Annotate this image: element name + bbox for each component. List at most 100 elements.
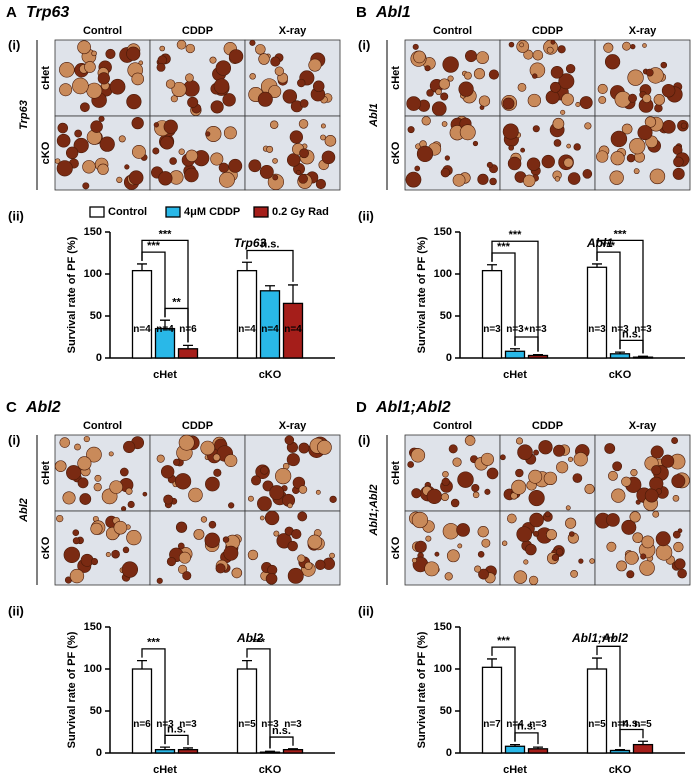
follicle: [312, 80, 325, 93]
error-bar: [242, 261, 252, 271]
follicle: [644, 116, 657, 128]
column-header: CDDP: [182, 25, 213, 37]
significance: ***: [252, 637, 266, 649]
follicle: [541, 154, 555, 169]
follicle: [412, 43, 419, 50]
n-label: n=7: [483, 719, 501, 730]
y-tick-label: 150: [434, 621, 452, 633]
follicle: [452, 457, 462, 467]
follicle: [131, 72, 145, 86]
follicle: [517, 444, 533, 460]
follicle: [159, 45, 166, 52]
follicle: [98, 115, 105, 122]
follicle: [565, 517, 577, 529]
follicle: [320, 134, 326, 141]
x-tick-label: cKO: [259, 369, 282, 381]
n-label: n=3: [588, 324, 606, 335]
y-tick-label: 150: [84, 621, 102, 633]
y-tick-label: 50: [90, 310, 102, 322]
follicle: [329, 495, 337, 503]
bracket: [141, 648, 166, 745]
follicle: [507, 156, 522, 171]
part-label: (ii): [358, 208, 374, 223]
x-tick-label: cHet: [503, 369, 527, 381]
follicle: [438, 78, 450, 90]
follicle: [546, 46, 554, 54]
follicle: [444, 155, 450, 161]
follicle: [411, 488, 422, 499]
follicle: [641, 535, 655, 549]
follicle: [566, 143, 571, 149]
n-label: n=3: [529, 719, 547, 730]
bar: [527, 748, 549, 754]
follicle: [126, 529, 142, 546]
follicle: [86, 446, 102, 463]
follicle: [178, 148, 185, 155]
follicle: [116, 176, 123, 183]
follicle: [476, 51, 489, 64]
follicle: [550, 65, 564, 79]
follicle: [553, 139, 562, 147]
follicle: [205, 131, 211, 137]
panel-letter: B: [356, 4, 367, 21]
follicle: [627, 69, 644, 86]
follicle: [523, 174, 536, 187]
follicle: [565, 505, 571, 511]
y-tick-label: 150: [84, 226, 102, 238]
follicle: [109, 78, 126, 95]
follicle: [508, 145, 515, 151]
follicle: [193, 528, 205, 540]
follicle: [315, 559, 326, 571]
follicle: [628, 93, 637, 103]
y-tick-label: 100: [434, 268, 452, 280]
follicle: [269, 120, 279, 129]
follicle: [660, 61, 668, 69]
follicle: [187, 96, 199, 108]
follicle: [560, 109, 566, 115]
error-bar: [160, 746, 170, 750]
error-bar: [242, 659, 252, 669]
column-header: X-ray: [279, 25, 307, 37]
follicle: [543, 471, 558, 486]
follicle: [156, 577, 163, 584]
error-bar: [137, 659, 147, 669]
follicle: [222, 536, 230, 543]
follicle: [519, 42, 525, 48]
follicle: [297, 78, 306, 88]
follicle: [132, 144, 146, 159]
follicle: [486, 467, 499, 480]
y-axis-label: Survival rate of PF (%): [416, 236, 428, 353]
follicle: [210, 152, 224, 166]
follicle: [533, 530, 539, 537]
follicle: [125, 487, 133, 495]
chart-title: Abl1;Abl2: [571, 631, 628, 645]
follicle: [440, 92, 449, 101]
follicle: [272, 174, 279, 181]
x-tick-label: cHet: [503, 764, 527, 776]
follicle: [247, 495, 254, 502]
follicle: [507, 513, 517, 524]
follicle: [158, 171, 173, 186]
follicle: [545, 90, 560, 105]
follicle: [407, 126, 415, 134]
follicle: [426, 89, 434, 97]
error-bar: [160, 319, 170, 329]
side-label: Abl2: [18, 498, 30, 523]
error-bar: [288, 748, 298, 750]
follicle: [604, 443, 616, 454]
follicle: [105, 48, 116, 59]
follicle: [431, 101, 447, 117]
follicle: [282, 89, 298, 104]
follicle: [597, 83, 608, 94]
follicle: [441, 477, 450, 487]
follicle: [414, 540, 427, 553]
follicle: [119, 467, 129, 477]
follicle: [188, 487, 203, 503]
follicle: [267, 173, 284, 190]
part-label: (ii): [8, 208, 24, 223]
follicle: [56, 160, 73, 177]
follicle: [523, 559, 529, 565]
follicle: [185, 43, 195, 54]
follicle: [287, 567, 304, 584]
follicle: [465, 50, 478, 63]
